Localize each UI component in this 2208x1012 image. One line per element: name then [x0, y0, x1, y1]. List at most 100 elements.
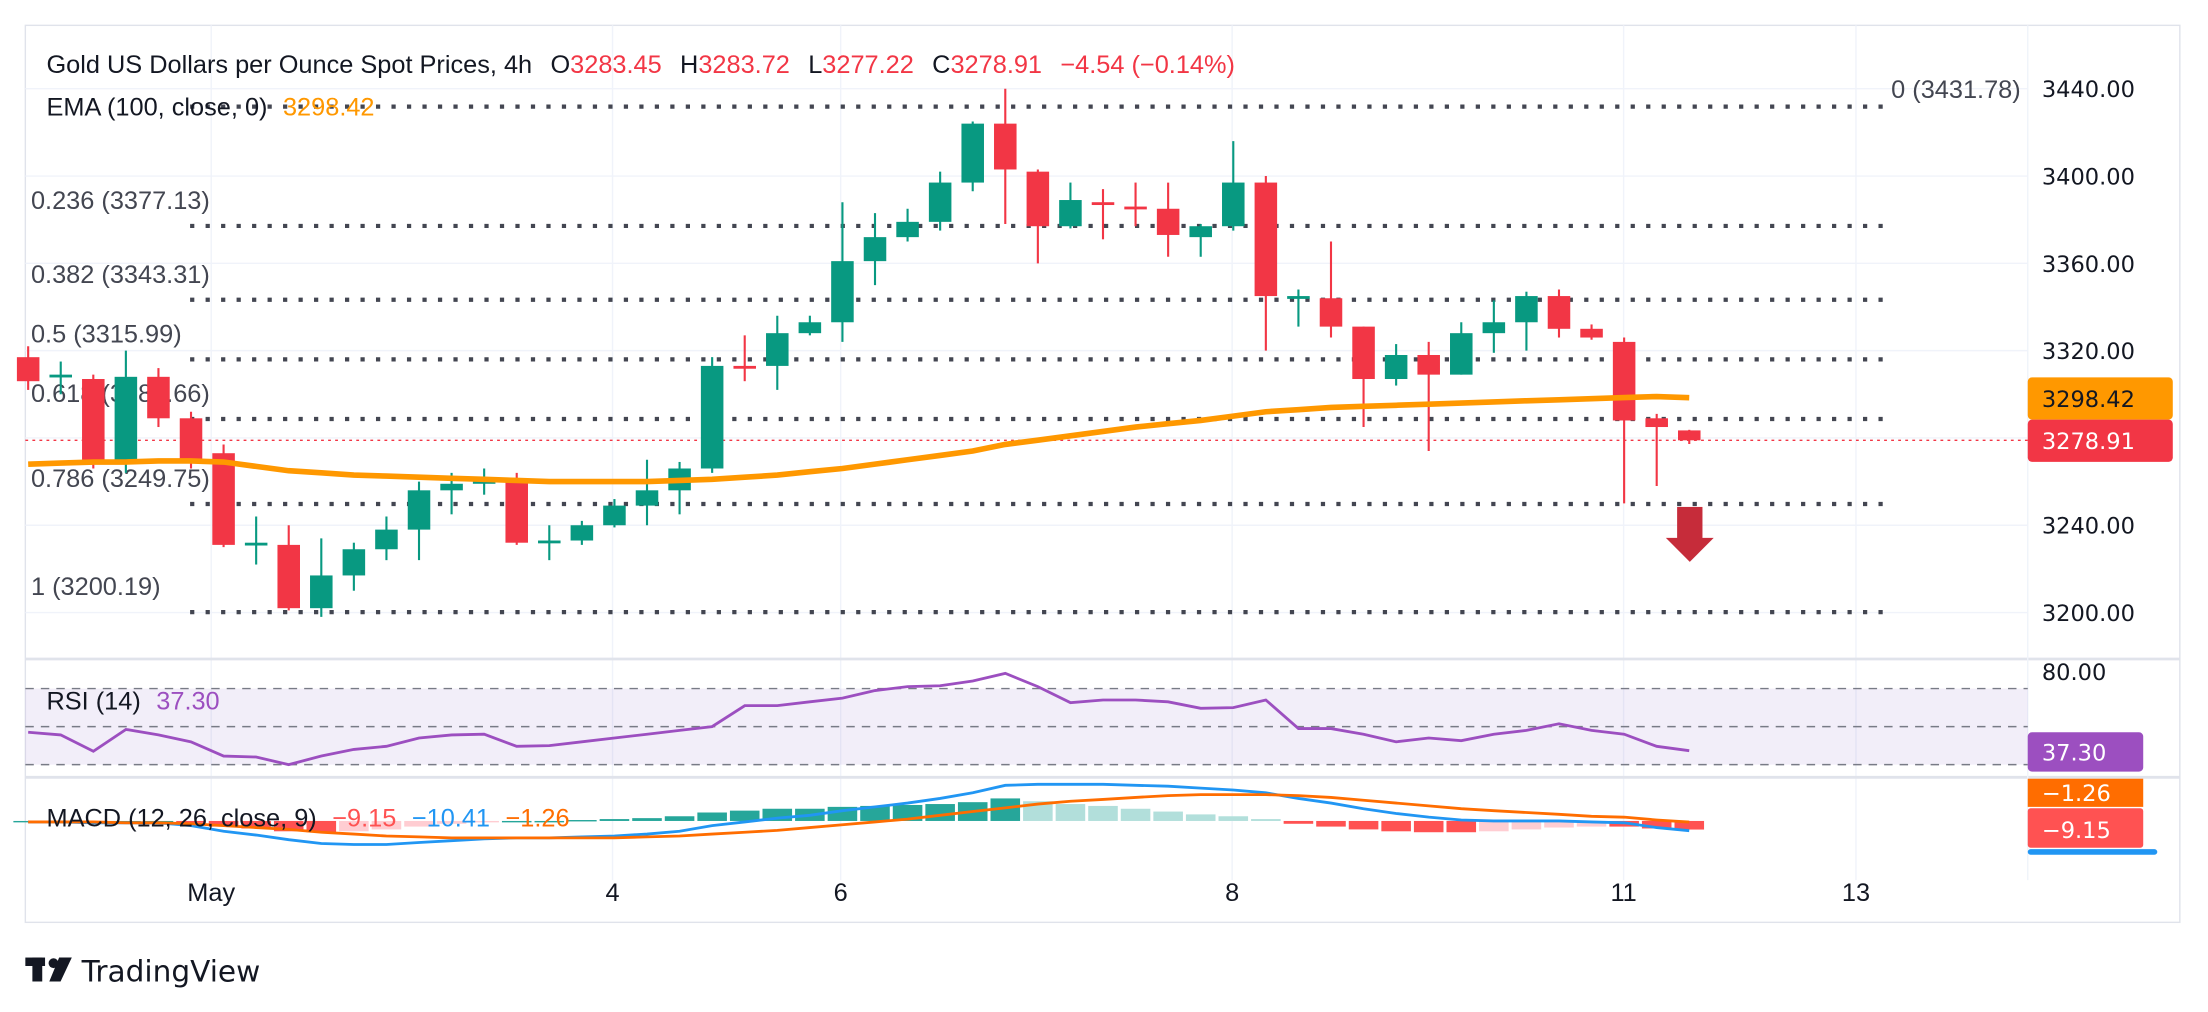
candle [1222, 141, 1245, 231]
histogram-bar [1446, 820, 1477, 833]
last-price-badge [2027, 419, 2173, 462]
candle [798, 315, 822, 336]
candle [16, 346, 40, 390]
histogram-bar [860, 805, 890, 821]
rsi-tick: 80.00 [2042, 660, 2106, 686]
macd-hist-value: −9.15 [332, 805, 396, 833]
ema-price-badge [2027, 377, 2173, 420]
price-tick: 3320.00 [2042, 339, 2135, 365]
time-tick: 11 [1610, 879, 1636, 907]
ema-price-badge-text: 3298.42 [2042, 387, 2135, 413]
histogram-bar [1218, 816, 1249, 821]
candle-body [570, 525, 594, 541]
histogram-bar [404, 820, 434, 827]
candle-body [212, 453, 235, 545]
rsi-badge [2027, 732, 2144, 772]
candle [570, 520, 594, 545]
histogram-bar [664, 816, 695, 821]
time-tick: May [187, 879, 235, 907]
candle [896, 208, 919, 242]
legend-ohlc: Gold US Dollars per Ounce Spot Prices, 4… [46, 51, 1234, 79]
candle [1612, 337, 1636, 504]
candle-body [1612, 341, 1636, 421]
candle [635, 459, 659, 526]
candle-body [407, 490, 431, 530]
candle-body [1580, 328, 1603, 338]
candle [831, 202, 854, 342]
symbol-title: Gold US Dollars per Ounce Spot Prices, 4… [46, 51, 532, 79]
histogram-badge-text: −9.15 [2042, 818, 2111, 844]
histogram-bar [1120, 808, 1151, 821]
ema-label: EMA (100, close, 0) [46, 93, 267, 121]
histogram-bar [371, 820, 402, 830]
candle [994, 88, 1017, 225]
price-tick: 3360.00 [2042, 252, 2135, 278]
candle [277, 525, 300, 611]
tradingview-logo[interactable]: TradingView [25, 954, 260, 988]
candle [1319, 241, 1343, 338]
signal-line [28, 793, 1690, 840]
candle-body [147, 376, 170, 419]
candle [1515, 291, 1538, 351]
open-value: 3283.45 [570, 51, 662, 79]
candle [1254, 176, 1278, 351]
candle-body [82, 379, 105, 460]
candle [863, 213, 887, 286]
fib-label: 0.382 (3343.31) [31, 261, 210, 289]
histogram-bar [1413, 820, 1444, 833]
fib-label: 1 (3200.19) [31, 573, 161, 601]
candle-body [538, 540, 561, 544]
candle [766, 315, 789, 390]
candle-body [375, 529, 398, 550]
candle-body [342, 549, 366, 576]
candle [538, 525, 561, 561]
candle [1645, 413, 1668, 486]
histogram-bar [469, 820, 499, 823]
legend-macd[interactable]: MACD (12, 26, close, 9) −9.15 −10.41 −1.… [46, 805, 569, 833]
histogram-bar [306, 820, 337, 833]
candle [733, 335, 756, 382]
candle-body [505, 479, 528, 543]
candle-body [277, 544, 300, 609]
candle [82, 374, 105, 469]
candle-body [114, 376, 138, 460]
legend-rsi[interactable]: RSI (14) 37.30 [46, 688, 219, 716]
price-axis[interactable]: 3440.00 3400.00 3360.00 3320.00 3240.00 … [2027, 77, 2173, 855]
histogram-bar [1576, 820, 1607, 827]
candle-body [244, 542, 268, 546]
histogram-bar [632, 818, 662, 821]
fib-label: 0.5 (3315.99) [31, 320, 182, 348]
macd-badge [2027, 849, 2158, 855]
candle-body [798, 322, 822, 334]
candle-body [1222, 182, 1245, 227]
candle [244, 516, 268, 565]
price-tick: 3400.00 [2042, 164, 2135, 190]
histogram-bar [1153, 811, 1183, 821]
histogram-bar [1088, 805, 1118, 821]
candle-body [1124, 206, 1147, 210]
fibonacci-levels: 0 (3431.78) 0.236 (3377.13) 0.382 (3343.31… [31, 76, 2021, 615]
low-value: 3277.22 [822, 51, 914, 79]
candle-body [733, 365, 756, 369]
candle [1482, 300, 1506, 353]
histogram-bar [1055, 804, 1086, 821]
legend-ema[interactable]: EMA (100, close, 0) 3298.42 [46, 93, 374, 121]
candle [505, 472, 528, 545]
time-tick: 4 [606, 879, 620, 907]
fib-label: 0.236 (3377.13) [31, 187, 210, 215]
candle [603, 499, 626, 528]
time-axis[interactable]: May 4 6 8 11 13 [187, 879, 1870, 907]
candles [16, 88, 1701, 617]
candle-body [1287, 296, 1310, 299]
fib-label: 0 (3431.78) [1891, 76, 2021, 104]
candle [1417, 341, 1440, 452]
histogram-bar [990, 798, 1021, 821]
histogram-bar [1544, 820, 1574, 828]
candle-body [179, 418, 203, 462]
candle-body [310, 575, 333, 609]
price-tick: 3200.00 [2042, 601, 2135, 627]
candle [1026, 169, 1050, 264]
candle-body [1156, 208, 1180, 235]
